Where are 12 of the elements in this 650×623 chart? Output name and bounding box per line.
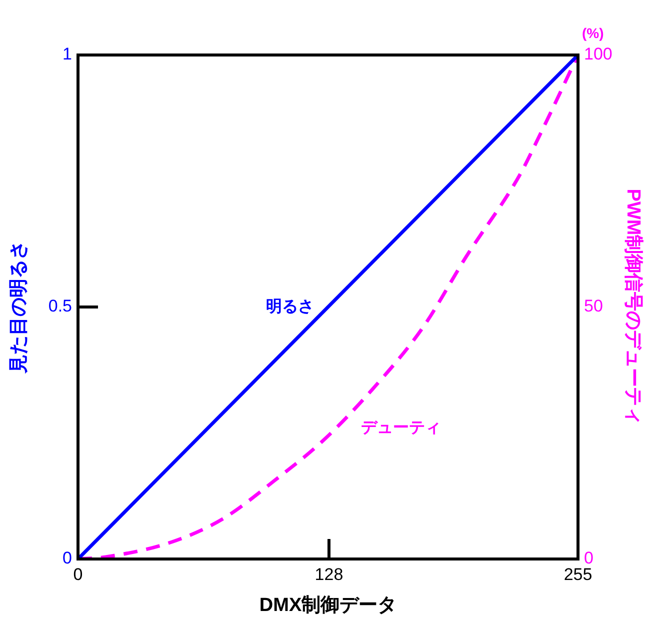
x-axis-title: DMX制御データ (259, 594, 397, 616)
series-label: デューティ (361, 419, 442, 436)
y-tick-label: 0.5 (48, 296, 72, 316)
y2-tick-label: 100 (584, 44, 612, 64)
text: (%) (582, 24, 604, 41)
x-tick-label: 128 (314, 564, 344, 584)
y-axis-title: 見た目の明るさ (8, 240, 30, 374)
series-label: 明るさ (266, 298, 314, 316)
y2-axis-title: PWM制御信号のデューティ (622, 188, 644, 426)
y2-tick-label: 50 (584, 296, 603, 316)
y-tick-label: 1 (62, 44, 72, 64)
y-tick-label: 0 (62, 548, 72, 568)
